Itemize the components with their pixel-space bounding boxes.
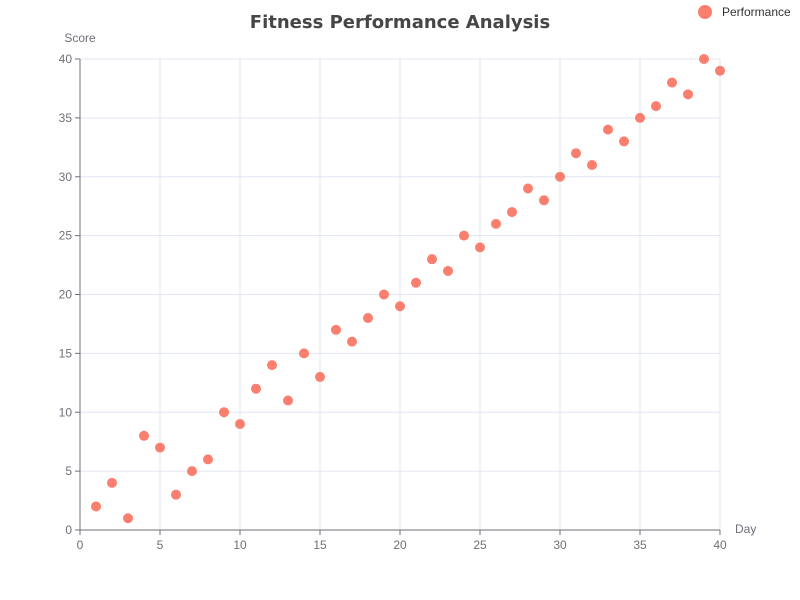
data-point[interactable] [523, 183, 533, 194]
data-point[interactable] [107, 477, 117, 488]
y-tick-label: 15 [59, 346, 73, 360]
data-point[interactable] [171, 489, 181, 500]
data-point[interactable] [123, 513, 133, 524]
grid [80, 58, 721, 530]
y-tick-label: 40 [59, 52, 73, 66]
data-point[interactable] [475, 242, 485, 253]
y-tick-label: 25 [59, 229, 73, 243]
x-tick-label: 5 [157, 538, 164, 552]
data-point[interactable] [491, 218, 501, 229]
data-point[interactable] [539, 195, 549, 206]
y-tick-label: 20 [59, 288, 73, 302]
tick-labels: 0 5 10 15 20 25 30 35 40 0 5 10 15 20 25 30 35 40 [59, 52, 727, 552]
x-axis-label: Day [735, 522, 756, 536]
data-point[interactable] [395, 301, 405, 312]
legend-marker [698, 5, 712, 19]
data-point[interactable] [219, 407, 229, 418]
x-tick-label: 20 [393, 538, 407, 552]
data-point[interactable] [91, 501, 101, 512]
x-tick-label: 40 [713, 538, 727, 552]
axes [75, 58, 721, 535]
data-point[interactable] [603, 124, 613, 135]
data-point[interactable] [427, 254, 437, 265]
y-tick-label: 10 [59, 405, 73, 419]
legend[interactable]: Performance [698, 5, 791, 19]
y-tick-label: 35 [59, 111, 73, 125]
data-point[interactable] [187, 466, 197, 477]
data-point[interactable] [667, 77, 677, 88]
data-point[interactable] [619, 136, 629, 147]
y-tick-label: 5 [65, 464, 72, 478]
data-points [91, 54, 725, 524]
data-point[interactable] [139, 430, 149, 441]
x-tick-label: 0 [77, 538, 84, 552]
data-point[interactable] [635, 112, 645, 123]
data-point[interactable] [715, 65, 725, 76]
data-point[interactable] [699, 54, 709, 64]
data-point[interactable] [251, 383, 261, 394]
data-point[interactable] [203, 454, 213, 465]
y-tick-label: 30 [59, 170, 73, 184]
data-point[interactable] [587, 159, 597, 170]
x-tick-label: 15 [313, 538, 327, 552]
data-point[interactable] [411, 277, 421, 288]
data-point[interactable] [267, 360, 277, 371]
data-point[interactable] [155, 442, 165, 453]
data-point[interactable] [683, 89, 693, 100]
y-tick-label: 0 [65, 523, 72, 537]
data-point[interactable] [283, 395, 293, 406]
data-point[interactable] [459, 230, 469, 241]
chart-title: Fitness Performance Analysis [250, 12, 550, 33]
data-point[interactable] [315, 371, 325, 382]
data-point[interactable] [443, 265, 453, 276]
x-tick-label: 35 [633, 538, 647, 552]
data-point[interactable] [571, 148, 581, 159]
data-point[interactable] [379, 289, 389, 300]
data-point[interactable] [235, 419, 245, 430]
x-tick-label: 10 [233, 538, 247, 552]
data-point[interactable] [507, 207, 517, 218]
x-tick-label: 30 [553, 538, 567, 552]
data-point[interactable] [651, 101, 661, 112]
y-axis-label: Score [64, 31, 96, 45]
x-tick-label: 25 [473, 538, 487, 552]
data-point[interactable] [363, 313, 373, 324]
data-point[interactable] [331, 324, 341, 335]
data-point[interactable] [347, 336, 357, 347]
legend-label: Performance [722, 5, 791, 19]
data-point[interactable] [555, 171, 565, 182]
data-point[interactable] [299, 348, 309, 359]
